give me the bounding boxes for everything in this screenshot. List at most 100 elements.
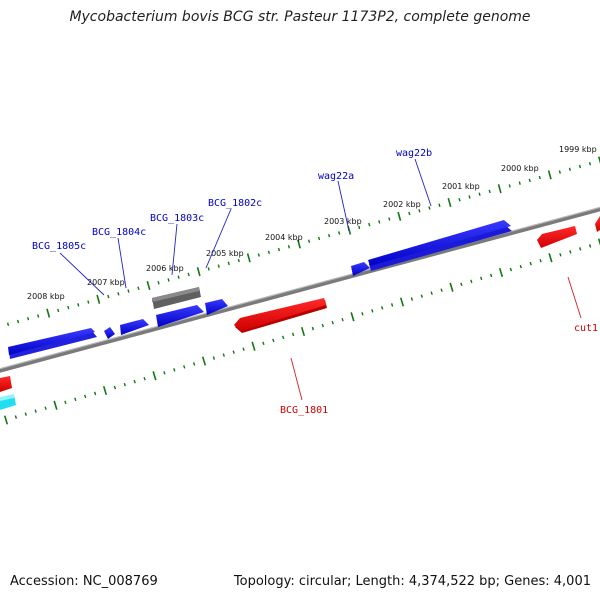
scale-tick xyxy=(307,239,311,243)
gene-wag22a[interactable] xyxy=(351,262,370,276)
gene-label-bcg-1803c[interactable]: BCG_1803c xyxy=(150,213,204,224)
scale-tick xyxy=(133,379,136,384)
scale-tick xyxy=(480,276,483,281)
scale-tick xyxy=(569,250,572,254)
scale-label: 2005 kbp xyxy=(206,249,244,258)
gene-bcg-1805c[interactable] xyxy=(8,328,97,359)
scale-tick xyxy=(578,164,582,169)
gene-cut1[interactable] xyxy=(537,226,577,248)
gene-wag22b[interactable] xyxy=(368,220,512,271)
scale-tick xyxy=(558,170,561,174)
scale-tick xyxy=(173,368,176,372)
scale-tick xyxy=(410,297,414,301)
scale-tick xyxy=(559,253,562,257)
scale-tick xyxy=(321,323,324,328)
scale-tick xyxy=(277,247,281,252)
scale-tick xyxy=(27,317,30,321)
scale-tick xyxy=(143,376,146,381)
scale-tick xyxy=(64,400,67,405)
scale-tick xyxy=(539,258,542,263)
gene-label-bcg-1802c[interactable]: BCG_1802c xyxy=(208,198,262,209)
scale-tick xyxy=(489,273,493,278)
scale-tick xyxy=(167,278,170,282)
gene-bcg-1804c[interactable] xyxy=(104,327,115,339)
scale-tick xyxy=(519,264,522,269)
forward-genes xyxy=(8,220,512,359)
scale-tick xyxy=(338,231,341,235)
gene-label-bcg-1801[interactable]: BCG_1801 xyxy=(280,405,328,416)
scale-label: 2008 kbp xyxy=(27,292,65,301)
scale-label: 2006 kbp xyxy=(146,264,184,273)
scale-label: 2003 kbp xyxy=(324,217,362,226)
scale-label: 2007 kbp xyxy=(87,278,125,287)
scale-tick xyxy=(341,317,344,322)
scale-tick xyxy=(67,305,70,310)
gene-label-cut1[interactable]: cut1 xyxy=(574,323,598,334)
scale-tick xyxy=(113,385,117,390)
scale-label: 1999 kbp xyxy=(559,145,597,154)
gene-label-wag22a[interactable]: wag22a xyxy=(318,171,354,182)
scale-tick xyxy=(390,303,394,307)
genome-backbone xyxy=(0,207,600,373)
scale-tick xyxy=(579,247,582,251)
scale-tick xyxy=(93,391,97,396)
scale-tick xyxy=(460,282,463,287)
scale-ticks-reverse xyxy=(3,238,600,425)
scale-tick xyxy=(282,335,285,340)
scale-tick xyxy=(588,162,592,166)
scale-tick xyxy=(16,319,20,324)
scale-tick xyxy=(488,189,491,194)
topology-label: Topology: circular; Length: 4,374,522 bp… xyxy=(233,574,591,589)
scale-tick xyxy=(123,382,126,387)
scale-label: 2002 kbp xyxy=(383,200,421,209)
scale-tick xyxy=(548,253,553,263)
gene-label-bcg-1804c[interactable]: BCG_1804c xyxy=(92,227,146,238)
gene-label-bcg-1805c[interactable]: BCG_1805c xyxy=(32,241,86,252)
gene-small-blue-1[interactable] xyxy=(120,319,149,335)
scale-tick xyxy=(251,341,256,351)
scale-tick xyxy=(408,211,411,216)
scale-tick xyxy=(428,206,431,210)
gene-label-wag22b[interactable]: wag22b xyxy=(396,148,432,159)
scale-tick xyxy=(87,300,90,304)
scale-tick xyxy=(371,309,374,313)
gene-red-edge-right[interactable] xyxy=(595,216,600,232)
scale-tick xyxy=(287,245,291,249)
scale-tick xyxy=(46,308,51,318)
scale-tick xyxy=(84,394,87,399)
scale-tick xyxy=(217,264,220,268)
scale-tick xyxy=(212,356,216,360)
scale-tick xyxy=(368,222,371,227)
gene-bcg-1801[interactable] xyxy=(234,298,327,333)
scale-tick xyxy=(381,306,384,310)
scale-tick xyxy=(430,291,433,295)
scale-tick xyxy=(96,294,101,304)
gene-red-edge-left[interactable] xyxy=(0,376,12,392)
scale-tick xyxy=(44,406,47,410)
scale-tick xyxy=(547,170,552,180)
scale-tick xyxy=(183,365,186,369)
scale-tick xyxy=(57,308,60,313)
scale-tick xyxy=(146,280,151,291)
scale-tick xyxy=(24,412,27,416)
scale-tick xyxy=(227,261,230,266)
gene-bcg-1803c[interactable] xyxy=(156,305,204,327)
scale-tick xyxy=(242,347,245,351)
reverse-genes xyxy=(0,216,600,410)
scale-tick xyxy=(438,203,441,207)
scale-tick xyxy=(588,244,592,248)
scale-tick xyxy=(598,156,600,164)
scale-tick xyxy=(497,184,502,194)
scale-tick xyxy=(418,209,421,213)
scale-tick xyxy=(449,282,454,292)
scale-label: 2000 kbp xyxy=(501,164,539,173)
gene-bcg-1802c[interactable] xyxy=(205,299,228,315)
scale-tick xyxy=(378,220,381,224)
scale-tick xyxy=(518,181,521,185)
scale-tick xyxy=(388,217,391,221)
scale-labels: 2008 kbp 2007 kbp 2006 kbp 2005 kbp 2004… xyxy=(27,145,597,301)
scale-tick xyxy=(3,415,9,425)
scale-tick xyxy=(397,211,402,221)
scale-tick xyxy=(361,312,364,316)
